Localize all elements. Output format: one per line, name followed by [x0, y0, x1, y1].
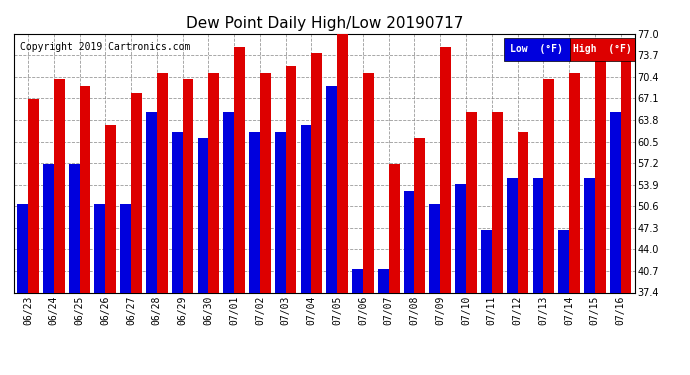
Bar [69, 164, 79, 292]
Bar [172, 132, 183, 292]
Bar [120, 204, 131, 292]
Bar [506, 177, 518, 292]
Bar [466, 112, 477, 292]
Bar [415, 138, 425, 292]
Bar [106, 125, 116, 292]
Bar [455, 184, 466, 292]
Bar [543, 80, 554, 292]
Bar [79, 86, 90, 292]
Bar [157, 73, 168, 292]
Bar [286, 66, 297, 292]
Bar [95, 204, 106, 292]
Bar [43, 164, 54, 292]
Bar [311, 53, 322, 292]
Bar [533, 177, 543, 292]
Bar [301, 125, 311, 292]
Text: High  (°F): High (°F) [573, 44, 631, 54]
Text: Low  (°F): Low (°F) [510, 44, 563, 54]
Bar [429, 204, 440, 292]
Bar [17, 204, 28, 292]
Bar [388, 164, 400, 292]
Bar [183, 80, 193, 292]
Bar [337, 34, 348, 292]
Title: Dew Point Daily High/Low 20190717: Dew Point Daily High/Low 20190717 [186, 16, 463, 31]
FancyBboxPatch shape [504, 38, 570, 61]
Bar [610, 112, 620, 292]
Bar [440, 47, 451, 292]
Bar [28, 99, 39, 292]
Bar [569, 73, 580, 292]
Bar [404, 190, 415, 292]
Bar [584, 177, 595, 292]
Bar [492, 112, 502, 292]
Bar [558, 230, 569, 292]
FancyBboxPatch shape [570, 38, 635, 61]
Bar [197, 138, 208, 292]
Bar [146, 112, 157, 292]
Text: Copyright 2019 Cartronics.com: Copyright 2019 Cartronics.com [20, 42, 190, 51]
Bar [363, 73, 374, 292]
Bar [131, 93, 142, 292]
Bar [224, 112, 234, 292]
Bar [249, 132, 260, 292]
Bar [260, 73, 270, 292]
Bar [54, 80, 65, 292]
Bar [275, 132, 286, 292]
Bar [518, 132, 529, 292]
Bar [352, 269, 363, 292]
Bar [326, 86, 337, 292]
Bar [595, 60, 606, 292]
Bar [481, 230, 492, 292]
Bar [234, 47, 245, 292]
Bar [378, 269, 388, 292]
Bar [620, 60, 631, 292]
Bar [208, 73, 219, 292]
